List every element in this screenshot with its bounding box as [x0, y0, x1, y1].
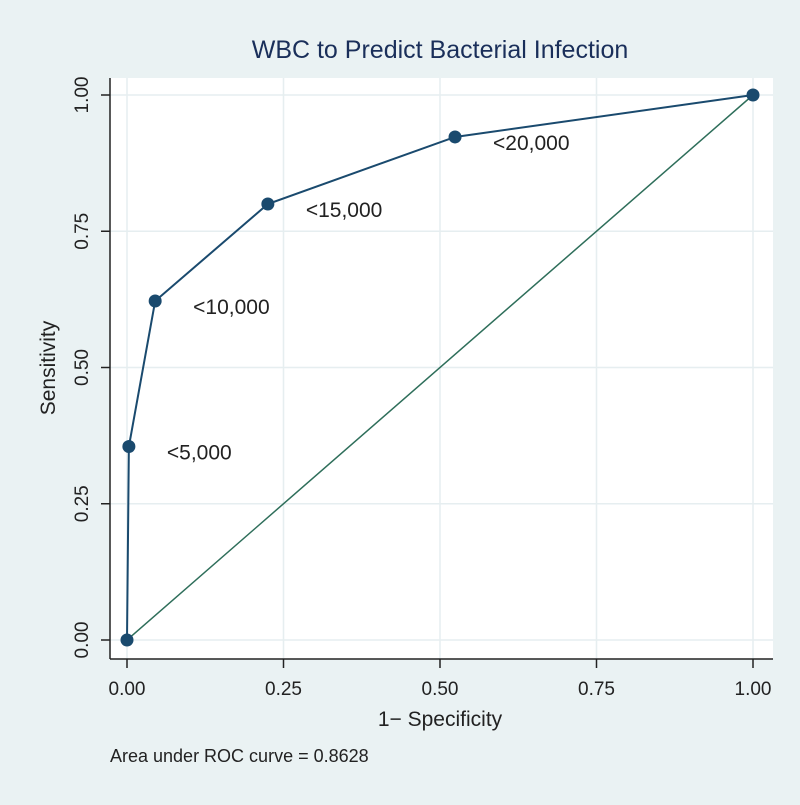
y-tick-label: 0.00 [72, 622, 93, 659]
roc-curve-line [126, 94, 754, 641]
x-tick-label: 0.00 [109, 679, 146, 700]
x-tick-label: 0.50 [422, 679, 459, 700]
y-tick-label: 0.25 [72, 485, 93, 522]
point-label: <5,000 [167, 442, 232, 465]
point-label: <10,000 [193, 296, 269, 319]
point-label: <15,000 [306, 199, 383, 222]
roc-point [120, 633, 134, 647]
x-tick-label: 0.25 [265, 679, 302, 700]
chart-title: WBC to Predict Bacterial Infection [252, 36, 629, 64]
roc-point [148, 294, 162, 308]
roc-point [261, 197, 275, 211]
roc-point [448, 130, 462, 144]
roc-point [122, 440, 136, 454]
auc-note: Area under ROC curve = 0.8628 [110, 746, 369, 766]
x-tick-label: 1.00 [735, 679, 772, 700]
x-axis-label: 1− Specificity [378, 708, 503, 731]
reference-line [126, 94, 754, 641]
x-tick-label: 0.75 [578, 679, 615, 700]
y-axis-label: Sensitivity [37, 320, 60, 415]
plot-area [110, 78, 773, 659]
y-tick-label: 0.75 [72, 213, 93, 250]
y-tick-label: 0.50 [72, 349, 93, 386]
roc-point [746, 88, 760, 102]
y-tick-label: 1.00 [72, 77, 93, 114]
point-label: <20,000 [493, 132, 570, 155]
